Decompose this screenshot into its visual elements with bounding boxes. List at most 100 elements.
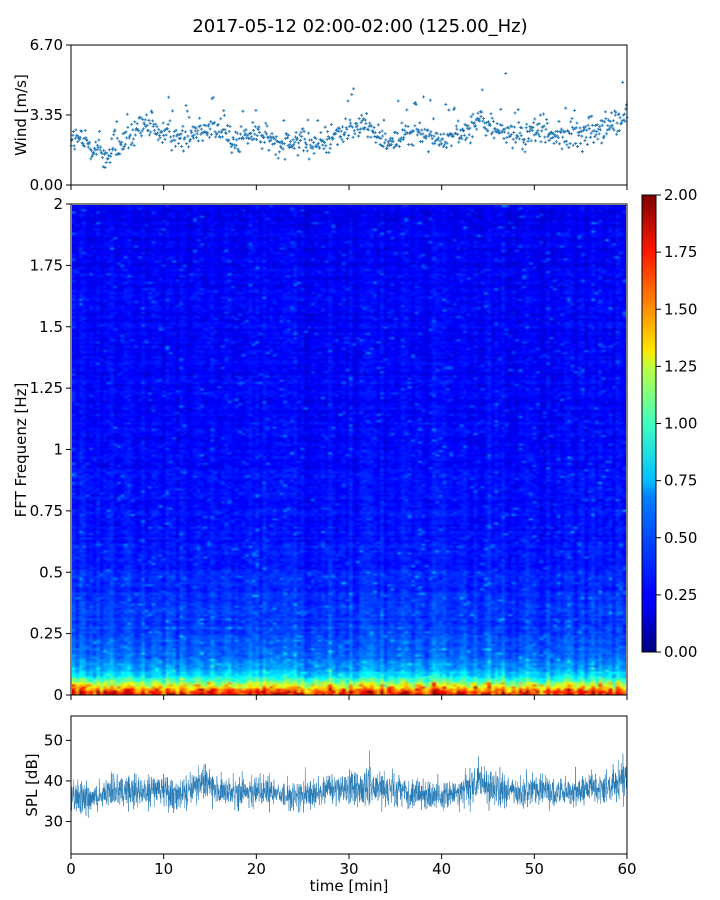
wind-point: [318, 137, 322, 141]
wind-point: [584, 135, 588, 139]
figure-title: 2017-05-12 02:00-02:00 (125.00_Hz): [192, 16, 527, 37]
wind-point: [311, 146, 315, 150]
wind-point: [514, 140, 518, 144]
wind-point: [98, 148, 102, 152]
wind-point: [464, 138, 468, 142]
wind-point: [277, 150, 281, 154]
wind-point: [428, 132, 432, 136]
wind-point: [475, 116, 479, 120]
wind-point: [161, 141, 165, 145]
wind-point: [462, 133, 466, 137]
wind-point: [289, 139, 293, 143]
wind-point: [465, 136, 469, 140]
wind-point: [492, 136, 496, 140]
wind-point: [225, 123, 229, 127]
wind-point: [287, 133, 291, 137]
wind-point: [619, 121, 623, 125]
wind-point: [391, 139, 395, 143]
wind-point: [388, 144, 392, 148]
wind-point: [377, 136, 381, 140]
wind-point: [255, 138, 259, 142]
wind-point: [115, 120, 119, 124]
wind-point: [436, 138, 440, 142]
wind-point: [589, 135, 593, 139]
wind-point: [262, 135, 266, 139]
wind-point: [413, 124, 417, 128]
wind-point: [295, 136, 299, 140]
wind-point: [382, 118, 386, 122]
wind-point: [535, 130, 539, 134]
wind-point: [294, 131, 298, 135]
wind-point: [618, 116, 622, 120]
wind-point: [301, 127, 305, 131]
wind-point: [545, 121, 549, 125]
wind-point: [582, 127, 586, 131]
wind-point: [111, 146, 115, 150]
wind-point: [318, 146, 322, 150]
wind-point: [559, 130, 563, 134]
wind-point: [249, 131, 253, 135]
wind-point: [199, 127, 203, 131]
wind-point: [524, 142, 528, 146]
wind-point: [117, 139, 121, 143]
wind-point: [533, 139, 537, 143]
wind-point: [610, 123, 614, 127]
wind-point: [298, 133, 302, 137]
wind-point: [120, 140, 124, 144]
wind-point: [224, 131, 228, 135]
wind-point: [139, 116, 143, 120]
wind-point: [379, 136, 383, 140]
wind-point: [378, 131, 382, 135]
wind-point: [89, 149, 93, 153]
wind-point: [600, 141, 604, 145]
wind-point: [132, 143, 136, 147]
wind-point: [417, 130, 421, 134]
wind-point: [72, 144, 76, 148]
wind-point: [520, 147, 524, 151]
wind-point: [396, 131, 400, 135]
wind-point: [512, 125, 516, 129]
wind-point: [80, 129, 84, 133]
wind-point: [88, 140, 92, 144]
wind-point: [502, 137, 506, 141]
wind-point: [401, 138, 405, 142]
wind-point: [475, 127, 479, 131]
wind-point: [246, 141, 250, 145]
wind-point: [438, 139, 442, 143]
spectrogram-panel: 0 0.25 0.5 0.75 1 1.25 1.5 1.75 2 FFT Frequenz […: [12, 195, 628, 704]
spectrogram-ytick-label: 1.5: [39, 318, 63, 336]
wind-point: [143, 122, 147, 126]
wind-point: [610, 111, 614, 115]
wind-point: [448, 133, 452, 137]
wind-point: [149, 130, 153, 134]
wind-point: [89, 157, 93, 161]
wind-point: [268, 134, 272, 138]
wind-point: [558, 142, 562, 146]
colorbar-axis: 0.00 0.25 0.50 0.75 1.00 1.25 1.50 1.75 2.00: [656, 186, 697, 661]
wind-point: [323, 125, 327, 129]
wind-point: [183, 130, 187, 134]
wind-point: [357, 117, 361, 121]
wind-point: [319, 131, 323, 135]
wind-point: [266, 136, 270, 140]
wind-point: [174, 128, 178, 132]
wind-point: [352, 129, 356, 133]
wind-point: [547, 139, 551, 143]
wind-point: [291, 138, 295, 142]
wind-point: [468, 126, 472, 130]
wind-point: [523, 150, 527, 154]
wind-point: [577, 130, 581, 134]
wind-point: [512, 131, 516, 135]
wind-point: [491, 130, 495, 134]
wind-point: [358, 127, 362, 131]
wind-point: [151, 124, 155, 128]
wind-point: [373, 131, 377, 135]
wind-point: [283, 157, 287, 161]
wind-point: [82, 136, 86, 140]
wind-point: [455, 127, 459, 131]
wind-point: [250, 138, 254, 142]
wind-point: [420, 128, 424, 132]
wind-point: [293, 140, 297, 144]
wind-point: [292, 143, 296, 147]
wind-point: [417, 128, 421, 132]
